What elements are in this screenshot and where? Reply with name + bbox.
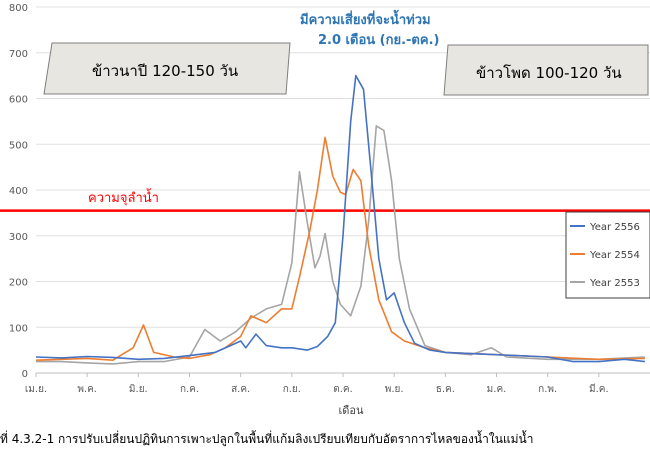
corn-season-label: ข้าวโพด 100-120 วัน <box>476 64 622 82</box>
y-tick-label: 400 <box>9 186 28 197</box>
x-tick-label: เม.ย. <box>25 384 47 395</box>
y-tick-label: 800 <box>9 3 28 14</box>
x-tick-label: มิ.ย. <box>129 384 148 395</box>
y-tick-label: 300 <box>9 232 28 243</box>
y-tick-label: 700 <box>9 49 28 60</box>
rice-season-box <box>43 42 291 95</box>
x-tick-label: พ.ค. <box>77 384 97 395</box>
legend-label: Year 2556 <box>589 222 640 233</box>
x-tick-label: ก.ค. <box>180 384 199 395</box>
y-tick-label: 100 <box>9 323 28 334</box>
x-tick-label: ม.ค. <box>487 384 507 395</box>
y-tick-labels: 0 100 200 300 400 500 600 700 800 <box>9 3 28 380</box>
x-tick-label: ต.ค. <box>333 384 353 395</box>
x-axis <box>35 372 650 377</box>
legend-label: Year 2554 <box>589 250 640 261</box>
x-tick-labels: เม.ย. พ.ค. มิ.ย. ก.ค. ส.ค. ก.ย. ต.ค. พ.ย. ธ.ค. ม.… <box>25 383 609 395</box>
series-lines <box>35 74 645 365</box>
x-tick-label: ก.พ. <box>538 384 557 395</box>
flow-chart: 0 100 200 300 400 500 600 700 800 เม.ย. พ.ค. มิ.ย.… <box>0 3 650 417</box>
x-tick-label: พ.ย. <box>385 384 404 395</box>
y-tick-label: 0 <box>22 369 28 380</box>
capacity-label: ความจุลำน้ำ <box>88 191 159 206</box>
x-axis-title: เดือน <box>338 404 364 417</box>
x-tick-label: มี.ค. <box>589 383 609 395</box>
series-line <box>36 125 645 365</box>
flood-risk-duration: 2.0 เดือน (กย.-ตค.) <box>318 33 440 48</box>
series-line <box>35 136 645 362</box>
y-tick-label: 600 <box>9 95 28 106</box>
legend-label: Year 2553 <box>589 278 640 289</box>
y-tick-label: 500 <box>9 140 28 151</box>
rice-season-label: ข้าวนาปี 120-150 วัน <box>92 62 239 80</box>
flood-risk-title: มีความเสี่ยงที่จะน้ำท่วม <box>300 13 431 28</box>
y-tick-label: 200 <box>9 278 28 289</box>
corn-season-box <box>443 44 649 96</box>
x-tick-label: ส.ค. <box>231 384 250 395</box>
x-tick-label: ก.ย. <box>283 384 301 395</box>
x-tick-label: ธ.ค. <box>436 384 455 395</box>
series-line <box>35 74 645 363</box>
legend: Year 2556 Year 2554 Year 2553 <box>565 211 650 299</box>
figure-caption: ที่ 4.3.2-1 การปรับเปลี่ยนปฏิทินการเพาะป… <box>0 432 534 446</box>
